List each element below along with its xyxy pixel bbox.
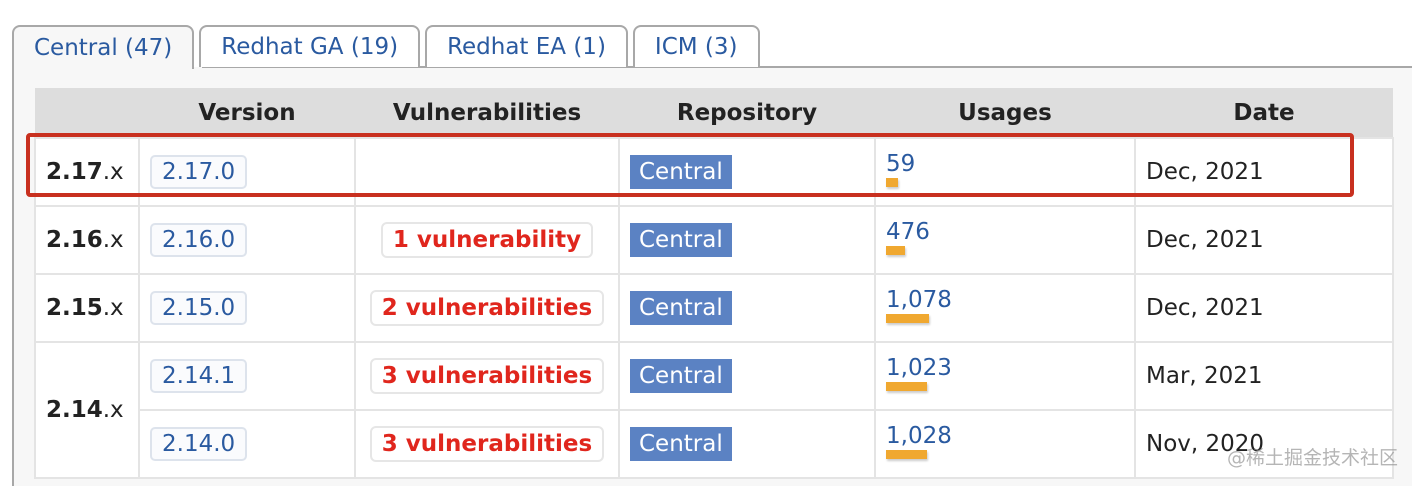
major-suffix: .x xyxy=(102,227,124,253)
vulnerabilities-cell: 1 vulnerability xyxy=(354,205,620,275)
major-number: 2.16 xyxy=(46,227,103,253)
repository-cell: Central xyxy=(618,341,876,411)
usages-cell: 476 xyxy=(874,205,1136,275)
header-date: Date xyxy=(1135,88,1393,138)
usages-cell: 1,028 xyxy=(874,409,1136,479)
usage-bar xyxy=(886,178,898,187)
table-row: 2.14.0 3 vulnerabilities Central 1,028 Nov, … xyxy=(35,409,1394,479)
table-row: 2.16.x 2.16.0 1 vulnerability Central 476 Dec… xyxy=(34,205,1394,275)
usages-link[interactable]: 1,078 xyxy=(886,287,952,313)
tab-central[interactable]: Central (47) xyxy=(12,25,195,69)
repository-badge[interactable]: Central xyxy=(630,291,732,325)
header-vulnerabilities: Vulnerabilities xyxy=(355,88,619,138)
repository-cell: Central xyxy=(618,137,876,207)
major-suffix: .x xyxy=(102,397,124,423)
version-cell: 2.15.0 xyxy=(138,273,356,343)
major-suffix: .x xyxy=(102,295,124,321)
usage-bar xyxy=(886,246,905,255)
version-link[interactable]: 2.16.0 xyxy=(150,223,248,257)
vulnerability-badge[interactable]: 1 vulnerability xyxy=(380,222,594,258)
version-link[interactable]: 2.15.0 xyxy=(150,291,248,325)
repository-cell: Central xyxy=(618,409,876,479)
vulnerabilities-cell xyxy=(354,137,620,207)
watermark: @稀土掘金技术社区 xyxy=(1226,447,1398,469)
usages-link[interactable]: 59 xyxy=(886,151,916,177)
repository-tabs: Central (47) Redhat GA (19) Redhat EA (1… xyxy=(12,25,760,69)
usage-bar xyxy=(886,382,927,391)
header-major xyxy=(35,88,139,138)
table-header: Version Vulnerabilities Repository Usage… xyxy=(35,88,1393,138)
date-cell: Dec, 2021 xyxy=(1134,137,1394,207)
table-row: 2.15.x 2.15.0 2 vulnerabilities Central 1,07… xyxy=(34,273,1394,343)
version-link[interactable]: 2.14.1 xyxy=(150,359,248,393)
vulnerabilities-cell: 2 vulnerabilities xyxy=(354,273,620,343)
major-version: 2.16.x xyxy=(34,205,140,275)
vulnerability-badge[interactable]: 3 vulnerabilities xyxy=(369,358,605,394)
tab-redhat-ea[interactable]: Redhat EA (1) xyxy=(425,25,628,67)
version-cell: 2.14.1 xyxy=(138,341,356,411)
repository-cell: Central xyxy=(618,205,876,275)
tab-icm[interactable]: ICM (3) xyxy=(632,25,760,67)
tab-redhat-ga[interactable]: Redhat GA (19) xyxy=(199,25,421,67)
vulnerabilities-cell: 3 vulnerabilities xyxy=(354,341,620,411)
version-cell: 2.16.0 xyxy=(138,205,356,275)
date-cell: Dec, 2021 xyxy=(1134,205,1394,275)
table-row: 2.14.x 2.14.1 3 vulnerabilities Central 1,02… xyxy=(34,341,1394,479)
vulnerability-badge[interactable]: 3 vulnerabilities xyxy=(369,426,605,462)
major-number: 2.17 xyxy=(46,159,103,185)
usages-cell: 1,078 xyxy=(874,273,1136,343)
usage-bar xyxy=(886,450,927,459)
repository-badge[interactable]: Central xyxy=(630,427,732,461)
repository-badge[interactable]: Central xyxy=(630,359,732,393)
usages-link[interactable]: 1,023 xyxy=(886,355,952,381)
major-version: 2.14.x xyxy=(34,341,140,479)
usages-cell: 1,023 xyxy=(874,341,1136,411)
date-cell: Nov, 2020 xyxy=(1134,409,1394,479)
repository-badge[interactable]: Central xyxy=(630,155,732,189)
tab-divider xyxy=(202,66,1412,68)
version-link[interactable]: 2.17.0 xyxy=(150,155,248,189)
vulnerability-badge[interactable]: 2 vulnerabilities xyxy=(369,290,605,326)
vulnerabilities-cell: 3 vulnerabilities xyxy=(354,409,620,479)
repository-badge[interactable]: Central xyxy=(630,223,732,257)
usages-cell: 59 xyxy=(874,137,1136,207)
major-version: 2.17.x xyxy=(34,137,140,207)
date-cell: Dec, 2021 xyxy=(1134,273,1394,343)
version-link[interactable]: 2.14.0 xyxy=(150,427,248,461)
major-number: 2.14 xyxy=(46,397,103,423)
header-version: Version xyxy=(139,88,355,138)
major-number: 2.15 xyxy=(46,295,103,321)
version-cell: 2.14.0 xyxy=(138,409,356,479)
version-cell: 2.17.0 xyxy=(138,137,356,207)
usage-bar xyxy=(886,314,929,323)
usages-link[interactable]: 476 xyxy=(886,219,930,245)
versions-table: Version Vulnerabilities Repository Usage… xyxy=(34,88,1394,479)
header-usages: Usages xyxy=(875,88,1135,138)
usages-link[interactable]: 1,028 xyxy=(886,423,952,449)
header-repository: Repository xyxy=(619,88,875,138)
date-cell: Mar, 2021 xyxy=(1134,341,1394,411)
major-version: 2.15.x xyxy=(34,273,140,343)
table-row: 2.17.x 2.17.0 Central 59 Dec, 2021 xyxy=(34,137,1394,207)
major-suffix: .x xyxy=(102,159,124,185)
repository-cell: Central xyxy=(618,273,876,343)
